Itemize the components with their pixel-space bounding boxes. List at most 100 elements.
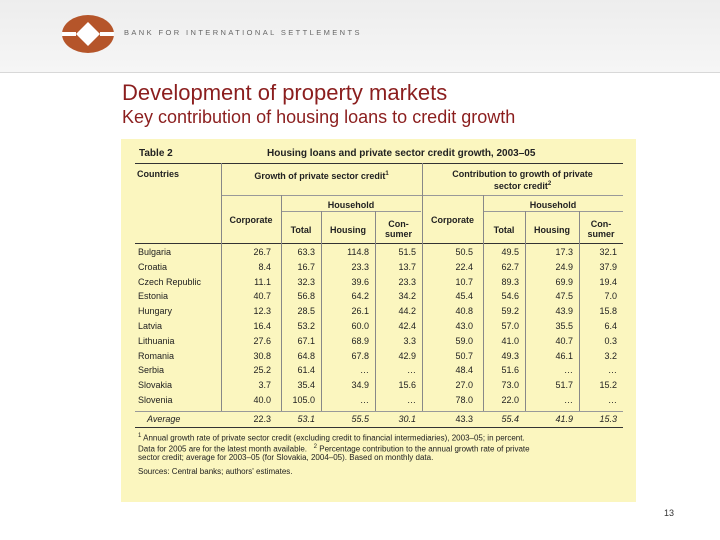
bis-logo-icon bbox=[62, 15, 114, 53]
slide-title: Development of property markets bbox=[122, 80, 448, 105]
table-cell: 51.6 bbox=[501, 365, 519, 376]
table-cell: 12.3 bbox=[253, 306, 271, 317]
table-cell: 37.9 bbox=[599, 261, 617, 272]
average-label: Average bbox=[147, 414, 181, 424]
header-housing-contrib: Housing bbox=[534, 225, 570, 235]
country-name: Hungary bbox=[138, 306, 173, 317]
table-cell: 43.0 bbox=[455, 321, 473, 331]
table-title: Housing loans and private sector credit … bbox=[267, 148, 536, 159]
table-cell: 39.6 bbox=[351, 276, 369, 287]
rule-top bbox=[135, 163, 623, 164]
table-cell: 32.3 bbox=[297, 276, 315, 287]
header-consumer-contrib: Con-sumer bbox=[587, 219, 615, 239]
header-total-growth: Total bbox=[290, 225, 312, 235]
table-cell: 3.2 bbox=[604, 350, 617, 361]
table-cell: … bbox=[407, 365, 416, 376]
table-cell: 63.3 bbox=[297, 247, 315, 257]
average-cell: 43.3 bbox=[455, 414, 473, 424]
table-cell: 15.6 bbox=[398, 380, 416, 391]
average-cell: 15.3 bbox=[599, 414, 617, 424]
table-cell: 26.1 bbox=[351, 306, 369, 317]
header-household-growth: Household bbox=[327, 200, 375, 210]
table-cell: 40.7 bbox=[555, 335, 573, 346]
rule-header-bottom bbox=[135, 243, 623, 244]
table-cell: 53.2 bbox=[297, 321, 315, 331]
header-bar: BANK FOR INTERNATIONAL SETTLEMENTS bbox=[0, 0, 720, 73]
header-corporate-growth: Corporate bbox=[229, 215, 273, 225]
table-cell: 30.8 bbox=[253, 350, 271, 361]
table-cell: 15.2 bbox=[599, 380, 617, 391]
country-name: Croatia bbox=[138, 261, 168, 272]
table-cell: … bbox=[360, 365, 369, 376]
country-name: Romania bbox=[138, 350, 175, 361]
table-label: Table 2 bbox=[139, 148, 173, 159]
table-cell: 64.2 bbox=[351, 291, 369, 302]
vrule-6 bbox=[483, 195, 484, 411]
table-cell: 69.9 bbox=[555, 276, 573, 287]
table-cell: 34.9 bbox=[351, 380, 369, 391]
header-countries: Countries bbox=[137, 169, 180, 179]
vrule-1 bbox=[221, 163, 222, 411]
table-cell: 73.0 bbox=[501, 380, 519, 391]
table-cell: 10.7 bbox=[455, 276, 473, 287]
vrule-8 bbox=[579, 211, 580, 411]
table-cell: 19.4 bbox=[599, 276, 617, 287]
footnote-3: sector credit; average for 2003–05 (for … bbox=[138, 453, 434, 462]
country-name: Latvia bbox=[138, 321, 163, 331]
footnote-2: Data for 2005 are for the latest month a… bbox=[138, 444, 530, 454]
slide-subtitle: Key contribution of housing loans to cre… bbox=[122, 107, 516, 127]
table-cell: 46.1 bbox=[555, 350, 573, 361]
table-cell: 11.1 bbox=[254, 276, 271, 287]
average-cell: 22.3 bbox=[253, 414, 271, 424]
footnote-1: 1 Annual growth rate of private sector c… bbox=[138, 433, 525, 443]
table-cell: 0.3 bbox=[604, 335, 617, 346]
table-cell: 43.9 bbox=[555, 306, 573, 317]
table-cell: 49.3 bbox=[501, 350, 519, 361]
table-cell: 57.0 bbox=[501, 321, 519, 331]
table-cell: 22.4 bbox=[455, 261, 473, 272]
table-cell: 105.0 bbox=[292, 395, 315, 405]
country-name: Lithuania bbox=[138, 335, 175, 346]
table-cell: 61.4 bbox=[297, 365, 315, 376]
table-cell: 56.8 bbox=[297, 291, 315, 302]
table-cell: 25.2 bbox=[253, 365, 271, 376]
table-cell: 26.7 bbox=[253, 247, 271, 257]
org-name: BANK FOR INTERNATIONAL SETTLEMENTS bbox=[124, 28, 362, 37]
table-cell: 60.0 bbox=[351, 321, 369, 331]
table-cell: 27.6 bbox=[253, 335, 271, 346]
header-total-contrib: Total bbox=[493, 225, 515, 235]
table-cell: 67.8 bbox=[351, 350, 369, 361]
table-panel: Table 2 Housing loans and private sector… bbox=[121, 139, 636, 502]
country-name: Estonia bbox=[138, 291, 169, 302]
rule-household-right bbox=[483, 211, 623, 212]
table-cell: 3.7 bbox=[258, 380, 271, 391]
table-cell: 23.3 bbox=[351, 261, 369, 272]
average-cell: 53.1 bbox=[297, 414, 315, 424]
table-cell: 8.4 bbox=[258, 261, 271, 272]
vrule-2 bbox=[281, 195, 282, 411]
average-cell: 55.5 bbox=[351, 414, 369, 424]
vrule-5 bbox=[422, 163, 423, 411]
table-cell: 16.4 bbox=[253, 321, 271, 331]
table-cell: 7.0 bbox=[604, 291, 617, 302]
table-cell: 40.7 bbox=[253, 291, 271, 302]
header-household-contrib: Household bbox=[529, 200, 577, 210]
table-cell: 49.5 bbox=[501, 247, 519, 257]
table-cell: 16.7 bbox=[297, 261, 315, 272]
table-cell: 41.0 bbox=[501, 335, 519, 346]
table-cell: 48.4 bbox=[455, 365, 473, 376]
rule-household-left bbox=[281, 211, 421, 212]
table-cell: 22.0 bbox=[501, 395, 519, 405]
table-cell: 50.5 bbox=[455, 247, 473, 257]
table-cell: 114.8 bbox=[347, 247, 369, 257]
table-cell: 45.4 bbox=[455, 291, 473, 302]
table-cell: 13.7 bbox=[398, 261, 416, 272]
table-cell: 68.9 bbox=[351, 335, 369, 346]
rule-table-bottom bbox=[135, 427, 623, 428]
table-cell: … bbox=[564, 395, 573, 405]
table-cell: 51.5 bbox=[398, 247, 416, 257]
table-cell: 32.1 bbox=[599, 247, 617, 257]
table-cell: 59.2 bbox=[501, 306, 519, 317]
table-cell: 89.3 bbox=[501, 276, 519, 287]
vrule-3 bbox=[321, 211, 322, 411]
